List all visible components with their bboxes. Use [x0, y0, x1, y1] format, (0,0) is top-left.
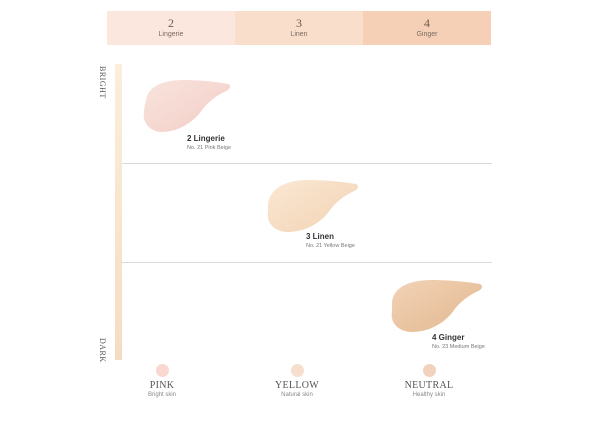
tab-number: 3: [296, 15, 302, 30]
tab-ginger[interactable]: 4 Ginger: [363, 11, 491, 45]
axis-label-bright: BRIGHT: [98, 66, 107, 99]
tab-label: Ginger: [416, 30, 438, 38]
tone-title: YELLOW: [274, 380, 319, 391]
tone-title: PINK: [149, 380, 175, 391]
tone-dot-pink: [155, 364, 169, 377]
tab-linen[interactable]: 3 Linen: [235, 11, 363, 45]
shade-name-ginger: 4 Ginger: [432, 333, 465, 342]
tab-number: 4: [424, 15, 430, 30]
tab-label: Linen: [290, 30, 308, 38]
brightness-gradient-bar: [115, 64, 122, 360]
swatch-ginger: [391, 280, 483, 332]
shade-tab-bar: 2 Lingerie 3 Linen 4 Ginger: [107, 11, 491, 45]
tab-label: Lingerie: [158, 30, 184, 38]
tone-yellow: YELLOW Natural skin: [237, 364, 357, 398]
tone-dot-neutral: [422, 364, 436, 377]
tone-neutral: NEUTRAL Healthy skin: [369, 364, 489, 398]
tone-subtitle: Natural skin: [281, 392, 313, 398]
row-divider: [122, 262, 492, 263]
tone-subtitle: Healthy skin: [412, 392, 446, 398]
shade-desc-lingerie: No. 21 Pink Beige: [187, 145, 232, 151]
shade-name-linen: 3 Linen: [306, 232, 335, 241]
shade-desc-linen: No. 21 Yellow Beige: [306, 243, 355, 249]
shade-name-lingerie: 2 Lingerie: [187, 134, 225, 143]
tone-title: NEUTRAL: [404, 380, 454, 391]
tab-lingerie[interactable]: 2 Lingerie: [107, 11, 235, 45]
row-divider: [122, 163, 492, 164]
tone-subtitle: Bright skin: [147, 392, 176, 398]
tone-pink: PINK Bright skin: [102, 364, 222, 398]
tone-dot-yellow: [290, 364, 304, 377]
tab-number: 2: [168, 15, 174, 30]
axis-label-dark: DARK: [98, 338, 107, 363]
shade-desc-ginger: No. 23 Medium Beige: [432, 344, 485, 350]
swatch-linen: [267, 180, 359, 232]
swatch-lingerie: [143, 80, 231, 132]
